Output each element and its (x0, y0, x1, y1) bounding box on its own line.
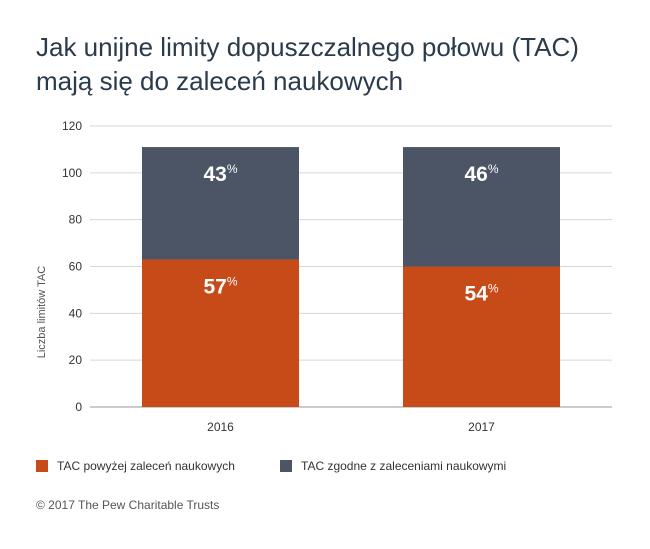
y-tick-label: 120 (62, 119, 82, 133)
legend-swatch-above (36, 460, 48, 472)
y-tick-label: 60 (69, 260, 83, 274)
legend-label: TAC zgodne z zaleceniami naukowymi (301, 459, 507, 473)
bar-segment (403, 147, 560, 267)
legend-item-consistent: TAC zgodne z zaleceniami naukowymi (280, 459, 506, 473)
bar-segment (142, 259, 299, 407)
stacked-bar-chart: 0 20 40 60 80 100 120 57%43%54%46% 2016 2017 Li… (36, 119, 612, 434)
x-tick-label: 2016 (207, 420, 234, 434)
legend-swatch-consistent (280, 460, 292, 472)
x-tick-label: 2017 (468, 420, 495, 434)
y-tick-label: 20 (69, 353, 83, 367)
chart-title: Jak unijne limity dopuszczalnego połowu … (36, 30, 636, 98)
chart-title-line: Jak unijne limity dopuszczalnego połowu … (36, 32, 579, 62)
legend-item-above: TAC powyżej zaleceń naukowych (36, 459, 235, 473)
y-tick-label: 100 (62, 166, 82, 180)
bar-segment (403, 266, 560, 407)
legend-label: TAC powyżej zaleceń naukowych (57, 459, 235, 473)
copyright-footer: © 2017 The Pew Charitable Trusts (36, 498, 220, 512)
bars: 57%43%54%46% (142, 147, 560, 407)
y-tick-label: 0 (75, 400, 82, 414)
y-axis-ticks: 0 20 40 60 80 100 120 (62, 119, 82, 414)
chart-title-line: mają się do zaleceń naukowych (36, 66, 404, 96)
y-tick-label: 40 (69, 306, 83, 320)
y-tick-label: 80 (69, 213, 83, 227)
y-axis-label: Liczba limitów TAC (36, 266, 48, 359)
bar-segment (142, 147, 299, 260)
percent-label: 46% (464, 162, 498, 186)
x-axis-ticks: 2016 2017 (207, 420, 495, 434)
